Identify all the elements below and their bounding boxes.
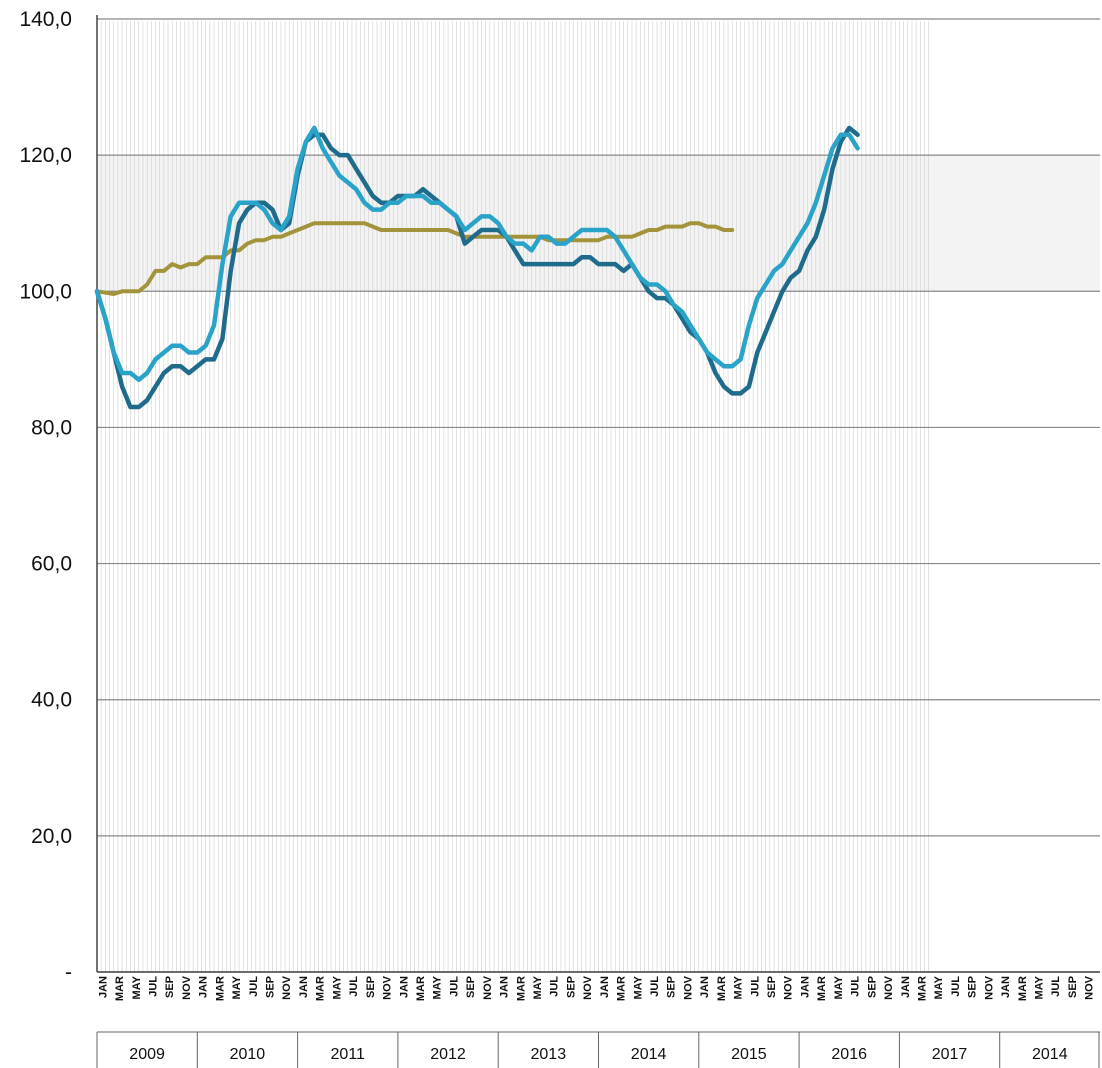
x-month-label: MAR [716, 976, 728, 1001]
x-year-label: 2014 [1032, 1046, 1068, 1063]
series-line-2 [94, 125, 860, 383]
x-month-label: MAY [933, 975, 945, 999]
x-month-label: SEP [565, 976, 577, 998]
y-tick-labels: - 20,0 40,0 60,0 80,0 100,0 120,0 140,0 [19, 8, 72, 984]
x-month-label: NOV [883, 975, 895, 1000]
x-year-labels: 2009 2010 2011 2012 2013 2014 2015 2016 2017 2014 [96, 1031, 1100, 1068]
x-month-label: MAY [532, 975, 544, 999]
y-tick-label: 80,0 [31, 416, 72, 439]
x-month-label: MAY [833, 975, 845, 999]
x-month-label: JUL [850, 976, 862, 997]
x-month-label: MAY [331, 975, 343, 999]
x-month-label: SEP [766, 976, 778, 998]
x-month-label: JUL [1050, 976, 1062, 997]
x-year-label: 2011 [330, 1046, 365, 1063]
x-month-label: SEP [866, 976, 878, 998]
y-tick-label: - [65, 961, 72, 984]
x-year-label: 2014 [631, 1046, 667, 1063]
x-month-label: JUL [348, 976, 360, 997]
y-tick-label: 40,0 [31, 689, 72, 712]
x-month-label: NOV [783, 975, 795, 1000]
y-tick-label: 60,0 [31, 553, 72, 576]
x-month-label: JAN [499, 976, 511, 998]
x-month-label: SEP [967, 976, 979, 998]
x-year-label: 2013 [531, 1046, 567, 1063]
x-month-label: MAR [515, 976, 527, 1001]
x-month-label: MAR [816, 976, 828, 1001]
x-month-label: JUL [248, 976, 260, 997]
vertical-hatching [96, 21, 929, 972]
x-month-label: SEP [164, 976, 176, 998]
x-month-label: JAN [198, 976, 210, 998]
x-month-label: JUL [148, 976, 160, 997]
x-month-label: SEP [465, 976, 477, 998]
x-month-label: JAN [298, 976, 310, 998]
x-month-label: MAR [1017, 976, 1029, 1001]
x-month-label: MAY [432, 975, 444, 999]
x-month-label: NOV [682, 975, 694, 1000]
x-month-label: JUL [950, 976, 962, 997]
x-month-label: JAN [97, 976, 109, 998]
x-month-label: MAR [917, 976, 929, 1001]
y-tick-label: 100,0 [19, 280, 72, 303]
x-month-label: SEP [1067, 976, 1079, 998]
x-month-label: JAN [699, 976, 711, 998]
x-month-label: MAY [231, 975, 243, 999]
axes [96, 15, 1100, 973]
x-month-label: NOV [181, 975, 193, 1000]
x-month-label: NOV [482, 975, 494, 1000]
series-line-1 [94, 125, 860, 410]
x-year-label: 2012 [430, 1046, 466, 1063]
x-month-label: SEP [666, 976, 678, 998]
x-month-label: NOV [382, 975, 394, 1000]
x-year-label: 2017 [932, 1046, 968, 1063]
x-month-label: JAN [900, 976, 912, 998]
y-tick-label: 20,0 [31, 825, 72, 848]
x-month-label: MAR [214, 976, 226, 1001]
x-year-label: 2016 [831, 1046, 867, 1063]
x-month-label: NOV [983, 975, 995, 1000]
series-lines [94, 125, 860, 410]
x-month-label: JUL [649, 976, 661, 997]
x-month-label: JUL [749, 976, 761, 997]
x-month-label: NOV [1084, 975, 1096, 1000]
x-year-label: 2009 [129, 1046, 165, 1063]
x-year-label: 2015 [731, 1046, 767, 1063]
x-month-label: NOV [281, 975, 293, 1000]
x-month-label: JUL [549, 976, 561, 997]
y-tick-label: 140,0 [19, 8, 72, 31]
x-month-label: JAN [800, 976, 812, 998]
x-month-label: MAY [1034, 975, 1046, 999]
x-month-label: MAR [114, 976, 126, 1001]
x-month-label: MAR [315, 976, 327, 1001]
x-year-label: 2010 [230, 1046, 266, 1063]
x-month-label: MAY [733, 975, 745, 999]
x-month-label: JUL [448, 976, 460, 997]
x-month-label: SEP [265, 976, 277, 998]
x-month-label: MAY [131, 975, 143, 999]
x-month-label: JAN [398, 976, 410, 998]
x-month-label: MAY [632, 975, 644, 999]
x-month-label: JAN [1000, 976, 1012, 998]
x-month-label: SEP [365, 976, 377, 998]
x-month-labels: JAN MAR MAY JUL SEP NOV JAN MAR MAY JUL SEP NOV JAN M… [97, 975, 1095, 1001]
x-month-label: NOV [582, 975, 594, 1000]
x-month-label: MAR [415, 976, 427, 1001]
series-line-3 [95, 221, 735, 296]
y-tick-label: 120,0 [19, 144, 72, 167]
x-month-label: MAR [616, 976, 628, 1001]
x-month-label: JAN [599, 976, 611, 998]
